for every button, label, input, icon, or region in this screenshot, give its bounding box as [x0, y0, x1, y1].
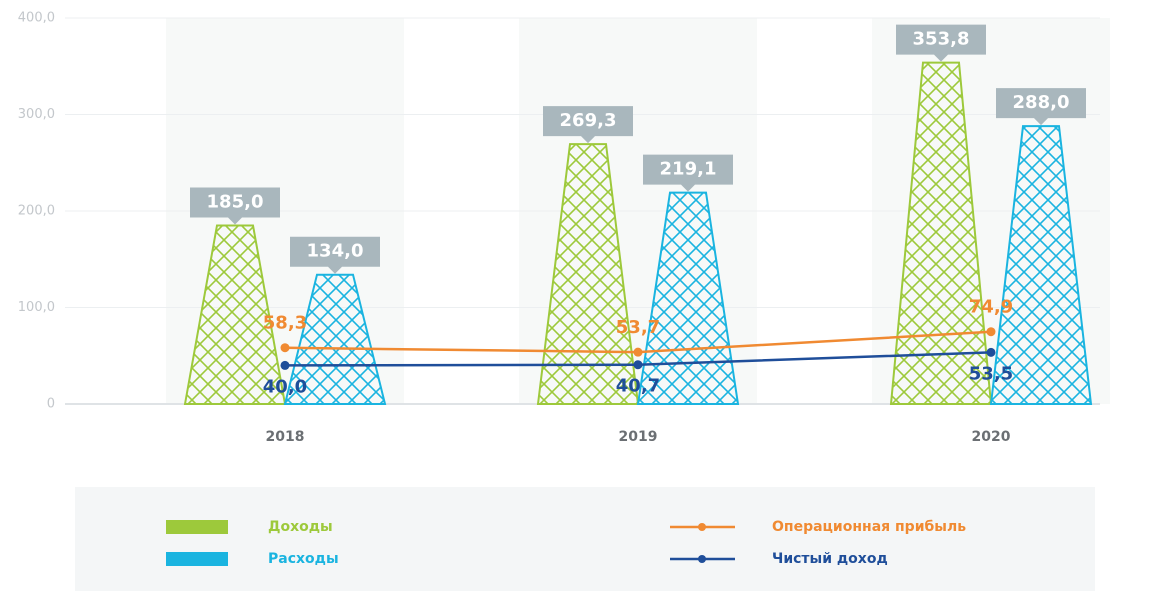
value-label: 40,0 — [263, 376, 307, 397]
value-label: 219,1 — [660, 159, 717, 180]
line-point — [280, 343, 290, 353]
value-label: 185,0 — [207, 191, 264, 212]
line-point — [986, 327, 996, 337]
value-label: 58,3 — [263, 313, 307, 334]
value-label-box — [190, 187, 280, 225]
x-tick-label: 2018 — [266, 429, 305, 445]
bar — [889, 61, 993, 405]
y-tick-label: 400,0 — [18, 11, 55, 26]
legend-swatch — [166, 520, 228, 534]
legend-label: Чистый доход — [772, 551, 888, 567]
bar — [183, 224, 287, 405]
x-tick-label: 2020 — [972, 429, 1011, 445]
y-tick-label: 0 — [47, 397, 55, 412]
value-label-box — [896, 24, 986, 62]
legend-marker — [698, 555, 706, 563]
legend-swatch — [166, 552, 228, 566]
value-label: 288,0 — [1013, 92, 1070, 113]
value-label: 53,5 — [969, 363, 1013, 384]
legend-label: Доходы — [268, 519, 333, 535]
value-label-box — [290, 236, 380, 274]
y-tick-label: 300,0 — [18, 107, 55, 122]
x-tick-label: 2019 — [619, 429, 658, 445]
line-point — [633, 347, 643, 357]
legend-marker — [698, 523, 706, 531]
line-point — [280, 360, 290, 370]
value-label: 53,7 — [616, 317, 660, 338]
line-point — [633, 360, 643, 370]
value-label-box — [643, 154, 733, 192]
value-label: 269,3 — [560, 110, 617, 131]
legend-background — [75, 487, 1095, 591]
value-label: 74,9 — [969, 297, 1013, 318]
value-label: 40,7 — [616, 376, 660, 397]
legend-label: Расходы — [268, 551, 339, 567]
value-label: 134,0 — [307, 241, 364, 262]
bar — [989, 125, 1093, 405]
value-label: 353,8 — [913, 29, 970, 50]
line-point — [986, 347, 996, 357]
value-label-box — [996, 88, 1086, 126]
bar — [536, 143, 640, 405]
y-tick-label: 100,0 — [18, 300, 55, 315]
legend-label: Операционная прибыль — [772, 519, 966, 535]
bar — [283, 273, 387, 405]
y-tick-label: 200,0 — [18, 204, 55, 219]
value-label-box — [543, 106, 633, 144]
